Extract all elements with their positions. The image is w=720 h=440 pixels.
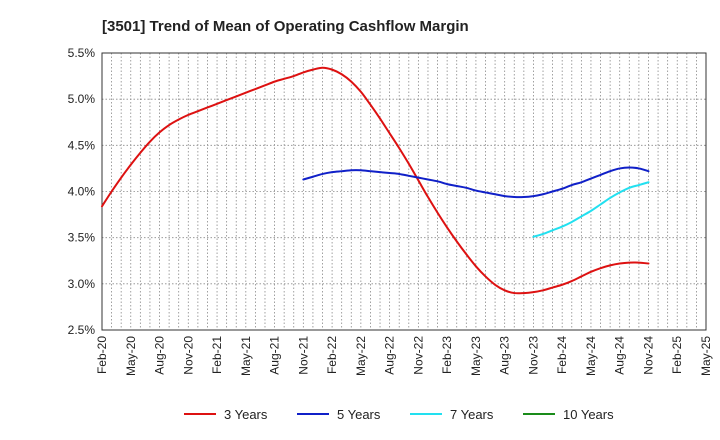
x-tick-label: Nov-23: [526, 336, 540, 375]
x-tick-label: May-20: [124, 336, 138, 376]
x-tick-label: May-25: [699, 336, 713, 376]
x-tick-label: Aug-21: [268, 336, 282, 375]
x-tick-label: Nov-20: [181, 336, 195, 375]
series-layer: [101, 66, 650, 295]
x-tick-label: May-22: [354, 336, 368, 376]
legend-label: 7 Years: [450, 407, 494, 422]
legend: 3 Years 5 Years 7 Years 10 Years: [184, 407, 614, 422]
grid-layer: [101, 52, 707, 331]
x-tick-label: May-21: [239, 336, 253, 376]
x-tick-label: Aug-24: [613, 336, 627, 375]
x-tick-label: Nov-24: [641, 336, 655, 375]
series-line-7-years: [532, 181, 650, 238]
plot-area-border: [101, 52, 707, 331]
x-tick-label: Feb-21: [210, 336, 224, 374]
y-tick-label: 3.5%: [68, 231, 96, 245]
chart-title: [3501] Trend of Mean of Operating Cashfl…: [102, 18, 469, 35]
x-tick-label: Feb-25: [670, 336, 684, 374]
x-tick-label: May-24: [584, 336, 598, 376]
x-tick-label: Feb-24: [555, 336, 569, 374]
x-tick-label: Feb-22: [325, 336, 339, 374]
x-tick-label: Feb-20: [95, 336, 109, 374]
series-line-3-years: [101, 66, 650, 295]
series-line-5-years: [302, 166, 650, 199]
legend-label: 3 Years: [224, 407, 268, 422]
x-tick-label: May-23: [469, 336, 483, 376]
legend-label: 5 Years: [337, 407, 381, 422]
x-tick-label: Nov-22: [411, 336, 425, 375]
y-tick-label: 4.5%: [68, 138, 96, 152]
y-tick-label: 2.5%: [68, 323, 96, 337]
y-tick-label: 3.0%: [68, 277, 96, 291]
y-tick-label: 5.0%: [68, 92, 96, 106]
y-tick-label: 5.5%: [68, 46, 96, 60]
axis-layer: 2.5% 3.0% 3.5% 4.0% 4.5% 5.0% 5.5% Feb-20 May-20…: [68, 46, 713, 376]
x-tick-label: Feb-23: [440, 336, 454, 374]
x-tick-label: Nov-21: [296, 336, 310, 375]
x-tick-label: Aug-20: [153, 336, 167, 375]
x-tick-label: Aug-22: [383, 336, 397, 375]
y-tick-label: 4.0%: [68, 185, 96, 199]
x-tick-label: Aug-23: [498, 336, 512, 375]
legend-label: 10 Years: [563, 407, 614, 422]
